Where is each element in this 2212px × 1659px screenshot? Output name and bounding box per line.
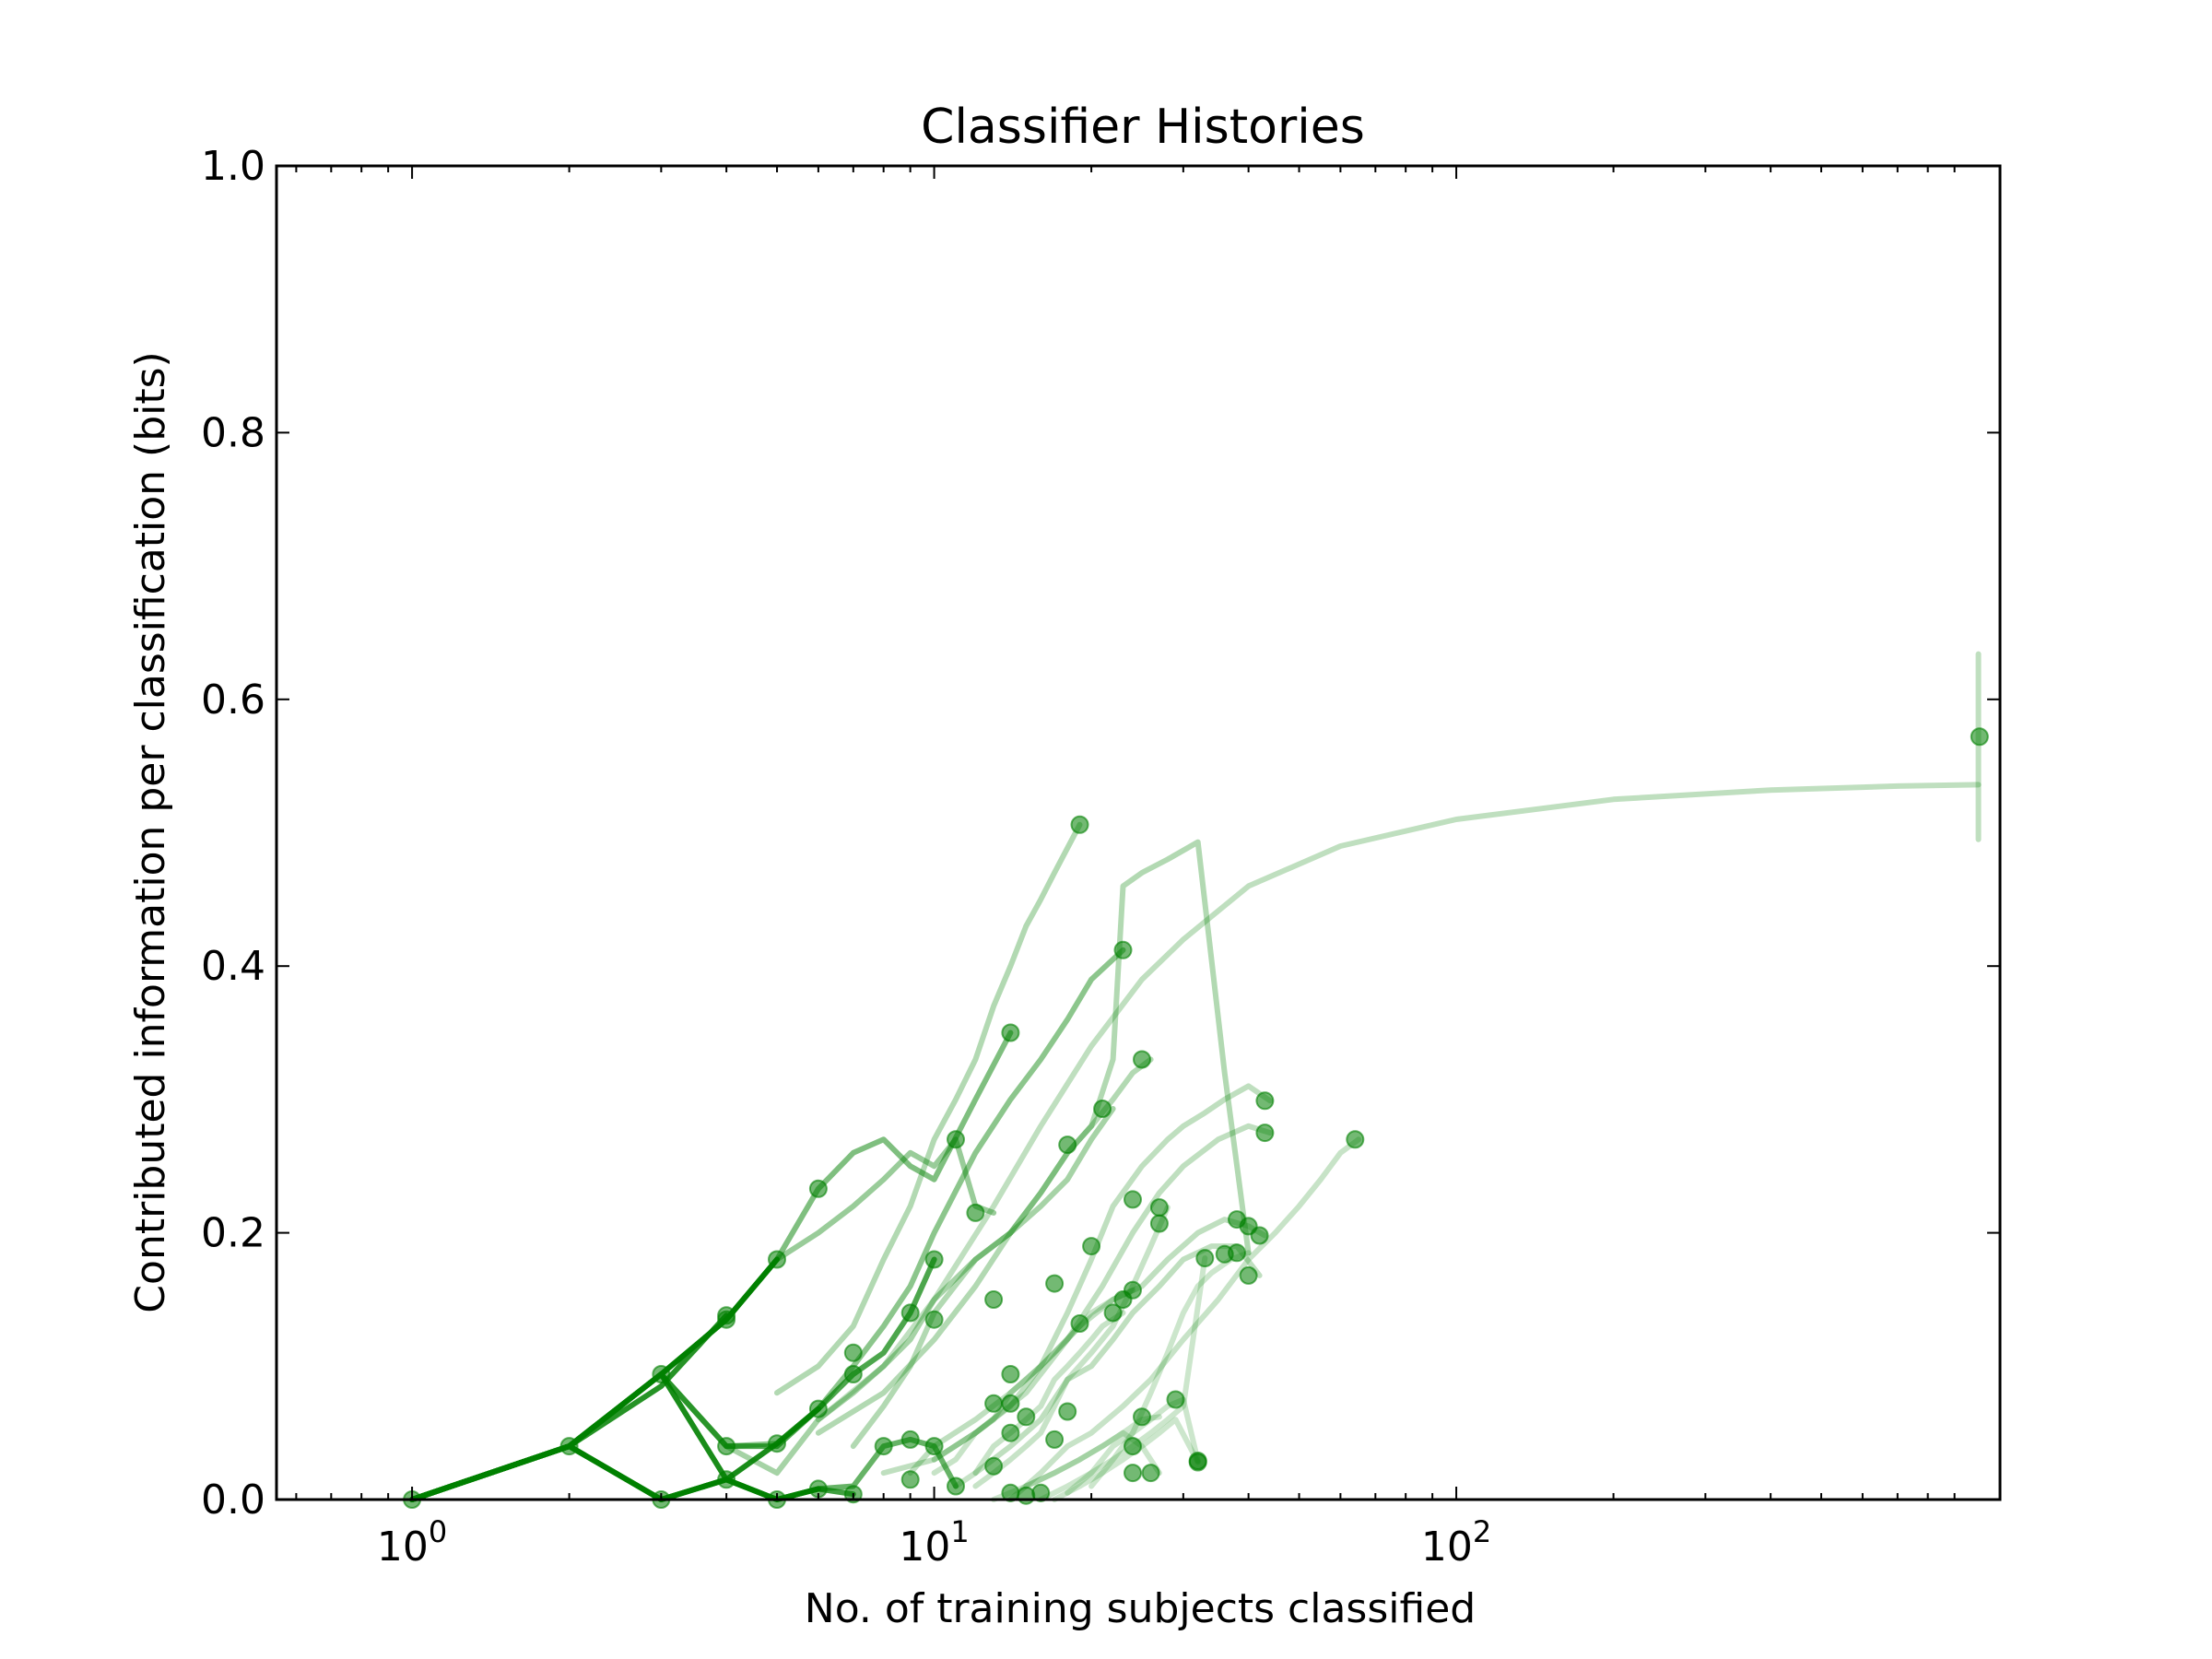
endpoint-marker-69 bbox=[1255, 1091, 1275, 1111]
endpoint-marker-4 bbox=[717, 1306, 736, 1325]
endpoint-marker-38 bbox=[1031, 1483, 1051, 1502]
endpoint-marker-32 bbox=[1001, 1365, 1020, 1383]
series-line-19 bbox=[972, 1243, 1263, 1477]
endpoint-marker-27 bbox=[966, 1203, 985, 1222]
endpoint-marker-47 bbox=[1103, 1303, 1123, 1323]
endpoint-marker-52 bbox=[1124, 1190, 1142, 1209]
series-line-13 bbox=[815, 1056, 1154, 1436]
series-line-17 bbox=[880, 1123, 1274, 1477]
endpoint-marker-5 bbox=[768, 1250, 786, 1269]
endpoint-marker-19 bbox=[900, 1430, 920, 1449]
endpoint-marker-40 bbox=[1045, 1274, 1065, 1293]
endpoint-marker-64 bbox=[1228, 1243, 1246, 1263]
endpoint-marker-23 bbox=[924, 1310, 944, 1329]
endpoint-marker-61 bbox=[1188, 1452, 1207, 1470]
endpoint-marker-72 bbox=[1970, 727, 1989, 747]
x-tick-label: 102 bbox=[1421, 1514, 1491, 1571]
endpoint-marker-14 bbox=[768, 1434, 786, 1453]
x-tick-labels: 100 101 102 bbox=[377, 1514, 1491, 1571]
endpoint-marker-20 bbox=[900, 1470, 920, 1489]
series-line-16 bbox=[907, 1083, 1274, 1477]
endpoint-marker-67 bbox=[1239, 1265, 1258, 1285]
endpoint-marker-45 bbox=[1082, 1237, 1101, 1256]
x-tick-label: 100 bbox=[377, 1514, 447, 1571]
endpoint-marker-22 bbox=[924, 1437, 944, 1456]
endpoint-marker-39 bbox=[1045, 1430, 1065, 1449]
series-line-12 bbox=[774, 821, 1083, 1396]
y-tick-labels: 0.0 0.2 0.4 0.6 0.8 1.0 bbox=[201, 143, 265, 1524]
chart-title: Classifier Histories bbox=[921, 100, 1365, 155]
endpoint-marker-1 bbox=[559, 1437, 579, 1456]
endpoint-marker-70 bbox=[1255, 1124, 1275, 1143]
endpoint-marker-44 bbox=[1070, 1314, 1089, 1333]
series-line-29 bbox=[1088, 1250, 1252, 1489]
endpoint-marker-25 bbox=[947, 1130, 965, 1149]
y-tick-label: 0.2 bbox=[201, 1210, 265, 1257]
endpoint-marker-26 bbox=[947, 1477, 965, 1496]
endpoint-marker-33 bbox=[1001, 1394, 1020, 1413]
y-tick-label: 0.8 bbox=[201, 409, 265, 456]
endpoint-marker-57 bbox=[1149, 1214, 1169, 1233]
endpoint-marker-55 bbox=[1133, 1407, 1151, 1427]
endpoint-marker-51 bbox=[1124, 1437, 1142, 1456]
endpoint-marker-53 bbox=[1124, 1464, 1142, 1483]
endpoint-marker-42 bbox=[1058, 1402, 1077, 1421]
endpoint-marker-34 bbox=[1001, 1423, 1020, 1442]
series-line-15 bbox=[815, 782, 1982, 1423]
endpoint-marker-41 bbox=[1058, 1135, 1077, 1155]
endpoint-marker-50 bbox=[1124, 1280, 1142, 1300]
endpoint-marker-59 bbox=[1166, 1390, 1185, 1409]
y-axis-label: Contributed information per classificati… bbox=[127, 351, 174, 1312]
endpoint-marker-54 bbox=[1133, 1050, 1151, 1069]
series-line-11 bbox=[724, 1106, 1116, 1477]
endpoint-marker-6 bbox=[717, 1470, 736, 1489]
series-line-14 bbox=[850, 839, 1252, 1450]
endpoint-marker-16 bbox=[843, 1365, 863, 1383]
y-tick-label: 0.6 bbox=[201, 677, 265, 724]
endpoint-marker-43 bbox=[1070, 815, 1089, 834]
endpoint-marker-48 bbox=[1113, 940, 1133, 959]
endpoint-marker-71 bbox=[1346, 1130, 1365, 1149]
endpoint-marker-30 bbox=[984, 1456, 1004, 1476]
endpoint-marker-18 bbox=[874, 1437, 893, 1456]
plot-frame bbox=[275, 164, 2002, 1501]
series-line-22 bbox=[953, 1310, 1126, 1489]
endpoint-marker-13 bbox=[717, 1437, 736, 1456]
endpoint-marker-56 bbox=[1141, 1464, 1160, 1483]
endpoint-marker-2 bbox=[652, 1365, 671, 1383]
endpoint-marker-17 bbox=[843, 1343, 863, 1362]
y-tick-label: 0.4 bbox=[201, 943, 265, 990]
series-line-8 bbox=[409, 1030, 1014, 1502]
series-line-10 bbox=[724, 1136, 997, 1323]
y-tick-label: 0.0 bbox=[201, 1477, 265, 1524]
axis-ticks bbox=[276, 165, 2000, 1500]
endpoint-marker-15 bbox=[808, 1179, 828, 1198]
endpoint-marker-37 bbox=[1017, 1486, 1036, 1505]
series-line-23 bbox=[972, 1205, 1171, 1489]
endpoint-marker-28 bbox=[984, 1290, 1004, 1309]
endpoint-marker-21 bbox=[900, 1303, 920, 1323]
endpoint-marker-62 bbox=[1195, 1249, 1215, 1268]
series-line-20 bbox=[1007, 1136, 1362, 1502]
endpoint-marker-36 bbox=[1017, 1407, 1036, 1427]
endpoint-marker-7 bbox=[808, 1399, 828, 1418]
endpoint-marker-58 bbox=[1149, 1198, 1169, 1218]
endpoint-marker-46 bbox=[1093, 1100, 1112, 1118]
y-tick-label: 1.0 bbox=[201, 143, 265, 190]
series-line-21 bbox=[931, 1287, 1135, 1477]
endpoint-marker-24 bbox=[924, 1250, 944, 1269]
x-axis-label: No. of training subjects classified bbox=[805, 1585, 1476, 1632]
endpoint-marker-29 bbox=[984, 1394, 1004, 1413]
series-line-9 bbox=[409, 947, 1126, 1502]
endpoint-marker-68 bbox=[1250, 1226, 1269, 1245]
endpoint-marker-31 bbox=[1001, 1023, 1020, 1042]
x-tick-label: 101 bbox=[899, 1514, 969, 1571]
